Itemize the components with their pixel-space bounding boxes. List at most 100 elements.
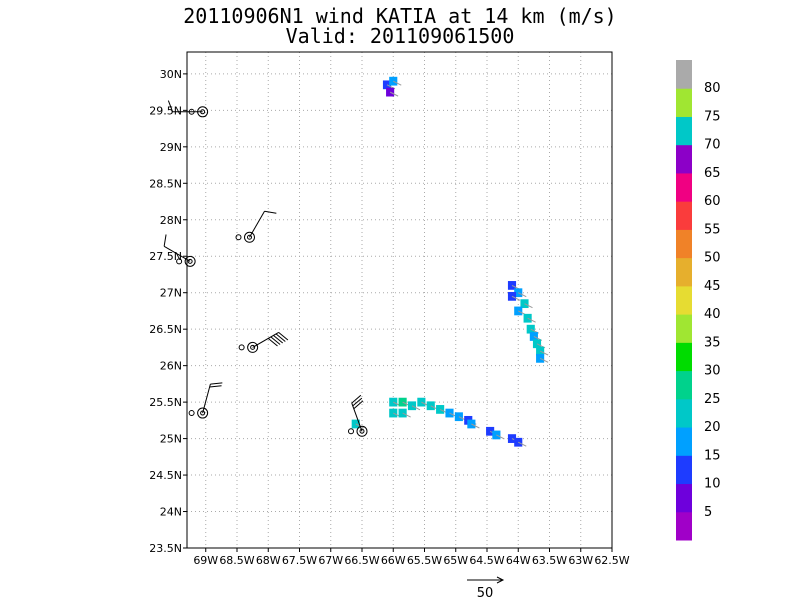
wind-vector	[389, 91, 399, 97]
station-small-circle	[238, 344, 245, 351]
y-tick-label: 24.5N	[149, 469, 182, 482]
wind-barb-flag	[267, 338, 278, 347]
wind-vector	[518, 441, 527, 447]
colorbar-segment	[676, 398, 692, 428]
wind-barb-staff	[163, 245, 191, 262]
colorbar-segment	[676, 483, 692, 513]
station-circle	[356, 425, 368, 437]
wind-cell	[445, 408, 454, 418]
station-small-circle	[176, 258, 183, 265]
y-tick-label: 27.5N	[149, 250, 182, 263]
station-center	[200, 410, 206, 416]
colorbar-segment	[676, 257, 692, 287]
colorbar-segment	[676, 511, 692, 541]
colorbar-segment	[676, 285, 692, 315]
x-tick-label: 67.5W	[282, 554, 317, 567]
wind-cell	[507, 281, 517, 290]
wind-barb-flag	[209, 385, 222, 388]
wind-cell	[486, 426, 495, 436]
wind-vector	[524, 303, 533, 309]
x-tick-label: 63.5W	[532, 554, 567, 567]
colorbar-label: 20	[704, 420, 721, 435]
wind-barb-staff	[252, 331, 279, 348]
colorbar-segment	[676, 342, 692, 372]
colorbar-label: 10	[704, 477, 721, 492]
station-center	[187, 258, 193, 264]
y-tick-label: 25N	[160, 433, 182, 446]
y-tick-label: 28.5N	[149, 177, 182, 190]
wind-barb-flag	[210, 382, 223, 385]
colorbar-segment	[676, 370, 692, 400]
wind-cell	[389, 408, 398, 418]
scale-arrowhead	[496, 576, 505, 584]
colorbar-label: 60	[704, 194, 721, 209]
y-tick-label: 29.5N	[149, 104, 182, 117]
colorbar-label: 55	[704, 222, 721, 237]
x-tick-label: 63W	[568, 554, 593, 567]
colorbar: 5 10 15 20 25 30 35 40 45 50 55 60 65 70 75 80	[676, 60, 721, 541]
wind-vector	[411, 405, 421, 411]
station-small-circle	[348, 428, 354, 435]
wind-barb-flag	[264, 210, 277, 214]
vector-scale: 50	[467, 576, 505, 600]
colorbar-label: 50	[704, 251, 721, 266]
colorbar-label: 70	[704, 138, 721, 153]
wind-cell	[507, 434, 517, 443]
wind-cell	[536, 346, 545, 356]
x-tick-label: 64.5W	[469, 554, 504, 567]
wind-cell	[526, 324, 535, 334]
station-circle	[197, 407, 209, 419]
y-tick-label: 27N	[160, 287, 182, 300]
colorbar-label: 80	[704, 81, 721, 96]
x-tick-label: 67W	[318, 554, 343, 567]
colorbar-label: 40	[704, 307, 721, 322]
y-tick-label: 26N	[160, 360, 182, 373]
wind-barb-staff	[202, 383, 211, 414]
wind-vector	[496, 434, 505, 440]
y-tick-label: 25.5N	[149, 396, 182, 409]
colorbar-label: 30	[704, 364, 721, 379]
station-small-circle	[235, 234, 242, 241]
wind-barb-flag	[353, 400, 364, 410]
wind-barb-staff	[351, 402, 363, 432]
station-small-circle	[188, 410, 195, 417]
wind-barb-flag	[278, 332, 289, 341]
chart-subtitle: Valid: 201109061500	[285, 24, 515, 48]
y-tick-label: 23.5N	[149, 542, 182, 555]
wind-vector	[393, 80, 402, 86]
station-center	[247, 234, 252, 240]
colorbar-label: 15	[704, 448, 721, 463]
colorbar-label: 45	[704, 279, 721, 294]
x-tick-label: 65W	[443, 554, 468, 567]
station-center	[250, 344, 256, 350]
y-tick-label: 30N	[160, 68, 182, 81]
y-tick-label: 29N	[160, 141, 182, 154]
x-tick-label: 65.5W	[407, 554, 442, 567]
colorbar-label: 35	[704, 335, 721, 350]
y-tick-label: 28N	[160, 214, 182, 227]
x-tick-label: 64W	[506, 554, 531, 567]
x-tick-label: 69W	[193, 554, 218, 567]
wind-barb-flag	[167, 100, 174, 112]
scale-label: 50	[477, 586, 494, 600]
wind-cell	[398, 408, 407, 418]
colorbar-segment	[676, 60, 692, 89]
x-tick-label: 66W	[381, 554, 406, 567]
wind-barb-flag	[273, 335, 284, 344]
y-axis: 23.5N 24N 24.5N 25N 25.5N 26N 26.5N 27N 27.5N 28N…	[149, 68, 187, 555]
station-center	[359, 428, 365, 434]
wind-vector	[539, 357, 549, 363]
x-axis: 69W 68.5W 68W 67.5W 67W 66.5W 66W 65.5W 65W 64.5W…	[193, 548, 630, 567]
colorbar-segment	[676, 229, 692, 259]
wind-vector	[518, 292, 527, 298]
y-tick-label: 24N	[160, 506, 182, 519]
wind-barb-flag	[163, 234, 167, 247]
x-tick-label: 68W	[256, 554, 281, 567]
wind-vector	[527, 317, 536, 323]
colorbar-segment	[676, 144, 692, 174]
x-tick-label: 62.5W	[594, 554, 629, 567]
wind-vector	[539, 350, 549, 356]
colorbar-segment	[676, 455, 692, 485]
wind-barb-flag	[351, 394, 362, 404]
